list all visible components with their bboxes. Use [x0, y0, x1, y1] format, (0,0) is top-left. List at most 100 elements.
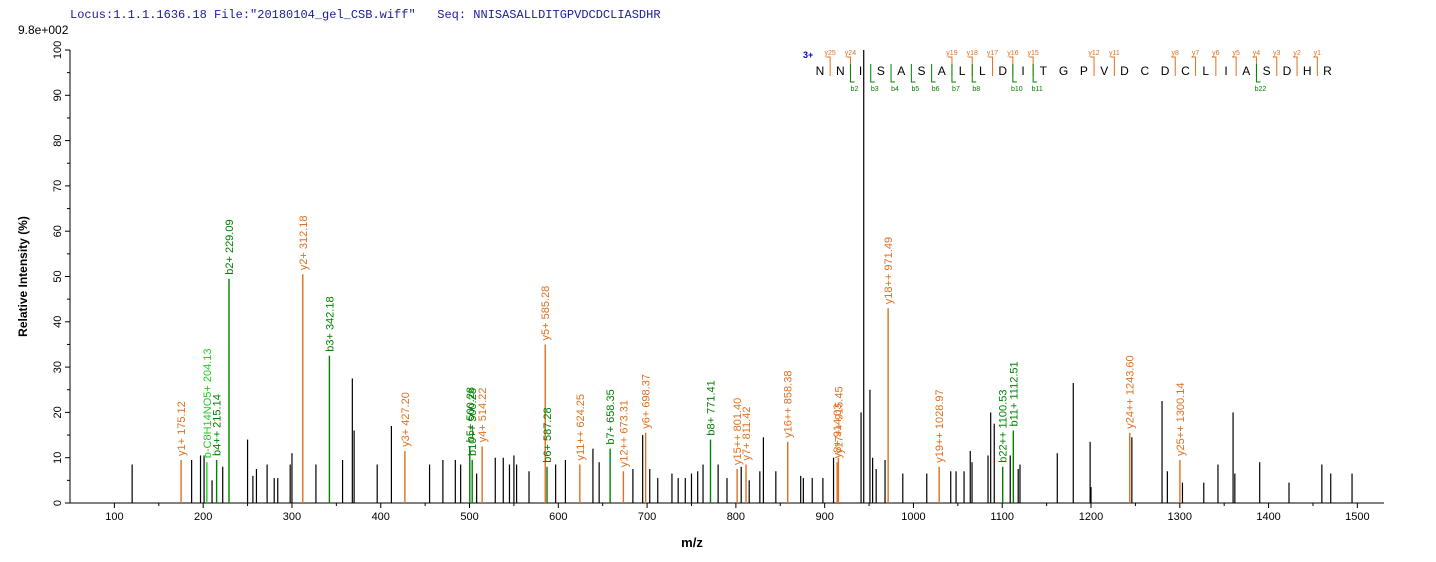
- peak-label: y4+ 514.22: [477, 388, 489, 443]
- sequence-residue: A: [897, 64, 905, 78]
- charge-state: 3+: [803, 50, 813, 60]
- y-ion-marker: y3: [1273, 50, 1281, 57]
- b-ion-bracket: [1255, 64, 1261, 83]
- y-ion-bracket: [1029, 56, 1034, 76]
- y-ion-bracket: [826, 56, 831, 76]
- y-ion-bracket: [947, 56, 953, 76]
- y-tick-label: 80: [52, 134, 64, 146]
- b-ion-marker: b2: [851, 86, 859, 93]
- sequence-residue: C: [1181, 64, 1190, 78]
- y-ion-bracket: [846, 56, 851, 76]
- y-ion-bracket: [1232, 56, 1237, 76]
- b-ion-bracket: [931, 64, 936, 83]
- sequence-residue: A: [1242, 64, 1250, 78]
- b-ion-marker: b8: [972, 86, 980, 93]
- sequence-residue: D: [1161, 64, 1170, 78]
- locus-text: Locus:1.1.1.1636.18: [70, 8, 207, 22]
- x-tick-label: 1500: [1345, 511, 1369, 523]
- y-ion-marker: y24: [845, 50, 856, 57]
- y-ion-bracket: [1090, 56, 1095, 76]
- x-tick-label: 200: [194, 511, 212, 523]
- x-tick-label: 1100: [990, 511, 1014, 523]
- sequence-residue: G: [1059, 64, 1068, 78]
- y-tick-label: 0: [52, 500, 64, 506]
- y-ion-bracket: [1110, 56, 1115, 76]
- peak-label: y11++ 624.25: [575, 394, 587, 460]
- b-ion-marker: b4: [891, 86, 899, 93]
- b-ion-marker: b5: [911, 86, 919, 93]
- sequence-residue: D: [1283, 64, 1292, 78]
- peak-label: b5+ 500.28: [465, 387, 477, 442]
- peak-label: y5+ 585.28: [540, 286, 552, 341]
- b-ion-bracket: [1032, 64, 1038, 83]
- peak-label: b11+ 1112.51: [1008, 361, 1020, 426]
- b-ion-marker: b6: [932, 86, 940, 93]
- b-ion-marker: b7: [952, 86, 960, 93]
- sequence-residue: D: [1120, 64, 1129, 78]
- intensity-scale-label: 9.8e+002: [18, 23, 69, 37]
- y-tick-label: 60: [52, 225, 64, 237]
- b-ion-bracket: [890, 64, 896, 83]
- x-tick-label: 500: [460, 511, 478, 523]
- sequence-residue: S: [877, 64, 885, 78]
- y-ion-bracket: [1191, 56, 1197, 76]
- y-ion-marker: y7: [1192, 50, 1200, 57]
- b-ion-bracket: [870, 64, 875, 83]
- y-ion-marker: y5: [1232, 50, 1240, 57]
- y-tick-label: 10: [52, 452, 64, 464]
- x-tick-label: 100: [105, 511, 123, 523]
- x-tick-label: 1300: [1168, 511, 1192, 523]
- peak-label: y2+ 312.18: [298, 215, 310, 270]
- sequence-residue: D: [998, 64, 1007, 78]
- peak-label: b8+ 771.41: [705, 380, 717, 435]
- y-ion-marker: y18: [967, 50, 978, 57]
- y-ion-bracket: [1272, 56, 1278, 76]
- b-ion-bracket: [849, 64, 855, 83]
- b-ion-bracket: [1012, 64, 1017, 83]
- b-ion-marker: b22: [1255, 86, 1267, 93]
- y-ion-bracket: [1252, 56, 1257, 76]
- y-tick-label: 70: [52, 180, 64, 192]
- y-ion-bracket: [1171, 56, 1176, 76]
- b-ion-bracket: [951, 64, 956, 83]
- peak-label: y6+ 698.37: [641, 374, 653, 429]
- y-ion-marker: y8: [1172, 50, 1180, 57]
- peak-label: b3+ 342.18: [324, 296, 336, 351]
- y-ion-marker: y25: [825, 50, 836, 57]
- y-ion-marker: y1: [1314, 50, 1322, 57]
- peak-label: b-C8H14NO5+ 204.13: [202, 348, 214, 458]
- peak-label: y8+ 914.03: [832, 403, 844, 458]
- peak-label: y1+ 175.12: [176, 401, 188, 456]
- x-tick-label: 1400: [1256, 511, 1280, 523]
- file-text: File:"20180104_gel_CSB.wiff": [214, 8, 416, 22]
- y-ion-bracket: [1008, 56, 1014, 76]
- sequence-residue: R: [1323, 64, 1332, 78]
- y-ion-marker: y6: [1212, 50, 1220, 57]
- y-ion-marker: y17: [987, 50, 998, 57]
- x-tick-label: 600: [549, 511, 567, 523]
- peak-label: b22++ 1100.53: [998, 390, 1010, 463]
- x-tick-label: 1200: [1079, 511, 1103, 523]
- sequence-residue: I: [1224, 64, 1227, 78]
- y-ion-marker: y4: [1253, 50, 1261, 57]
- y-ion-marker: y15: [1028, 50, 1039, 57]
- peak-label: b10++ 500.28: [467, 388, 479, 456]
- y-tick-label: 90: [52, 89, 64, 101]
- x-axis-title: m/z: [681, 535, 703, 550]
- x-tick-label: 1000: [901, 511, 925, 523]
- peak-label: b4++ 215.14: [212, 394, 224, 456]
- y-ion-bracket: [988, 56, 994, 76]
- y-ion-bracket: [1313, 56, 1318, 76]
- y-tick-label: 50: [52, 270, 64, 282]
- y-tick-label: 20: [52, 406, 64, 418]
- y-ion-marker: y2: [1293, 50, 1301, 57]
- b-ion-marker: b11: [1032, 86, 1043, 93]
- sequence-residue: L: [979, 64, 986, 78]
- y-ion-marker: y16: [1007, 50, 1018, 57]
- sequence-residue: N: [836, 64, 845, 78]
- peak-label: y15++ 801.40: [732, 398, 744, 465]
- sequence-residue: P: [1080, 64, 1088, 78]
- y-ion-marker: y12: [1088, 50, 1099, 57]
- y-tick-label: 100: [52, 41, 64, 59]
